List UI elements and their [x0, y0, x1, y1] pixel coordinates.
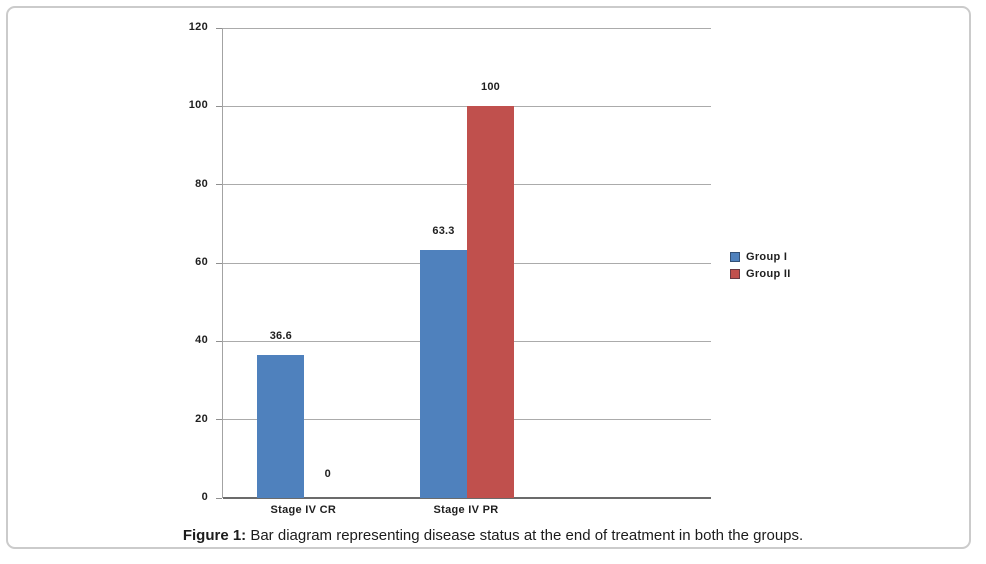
- caption-prefix: Figure 1:: [182, 527, 247, 544]
- y-tick-label-40: 40: [195, 334, 208, 347]
- y-tick-mark-20: [216, 419, 222, 421]
- y-tick-label-120: 120: [188, 21, 208, 33]
- legend-label-group-i: Group I: [746, 251, 788, 263]
- y-tick-mark-0: [216, 497, 222, 499]
- bar-group-ii-stage-iv-pr: [467, 106, 514, 498]
- legend-label-group-ii: Group II: [746, 268, 791, 280]
- category-label-stage-iv-cr: Stage IV CR: [270, 504, 337, 516]
- bar-group-i-stage-iv-cr: [257, 354, 305, 498]
- data-label-group-ii-stage-iv-pr: 100: [481, 81, 500, 94]
- y-tick-label-60: 60: [195, 256, 208, 268]
- y-tick-label-0: 0: [201, 491, 208, 503]
- y-tick-label-80: 80: [195, 177, 208, 190]
- y-tick-label-100: 100: [188, 99, 208, 112]
- bar-group-i-stage-iv-pr: [420, 250, 467, 498]
- gridline-y120: [223, 27, 711, 29]
- y-tick-mark-60: [216, 262, 222, 264]
- plot-area: 36.6 0 63.3 100: [216, 27, 711, 499]
- category-label-stage-iv-pr: Stage IV PR: [433, 504, 499, 516]
- data-label-group-i-stage-iv-cr: 36.6: [269, 329, 292, 342]
- legend-marker-group-ii: [730, 269, 740, 279]
- gridline-y100: [223, 105, 711, 107]
- legend-item-group-i: Group I: [730, 251, 791, 263]
- x-axis-line: [223, 497, 711, 499]
- legend-marker-group-i: [730, 252, 740, 262]
- y-tick-mark-80: [216, 184, 222, 186]
- legend: Group I Group II: [730, 251, 791, 280]
- figure-caption: Figure 1: Bar diagram representing disea…: [0, 527, 986, 544]
- y-tick-mark-40: [216, 340, 222, 342]
- y-tick-mark-120: [216, 27, 222, 29]
- y-tick-label-20: 20: [195, 412, 208, 425]
- caption-text: Bar diagram representing disease status …: [246, 527, 804, 544]
- data-label-group-i-stage-iv-pr: 63.3: [432, 225, 455, 238]
- legend-item-group-ii: Group II: [730, 268, 791, 280]
- data-label-group-ii-stage-iv-cr: 0: [324, 468, 331, 480]
- y-tick-mark-100: [216, 105, 222, 107]
